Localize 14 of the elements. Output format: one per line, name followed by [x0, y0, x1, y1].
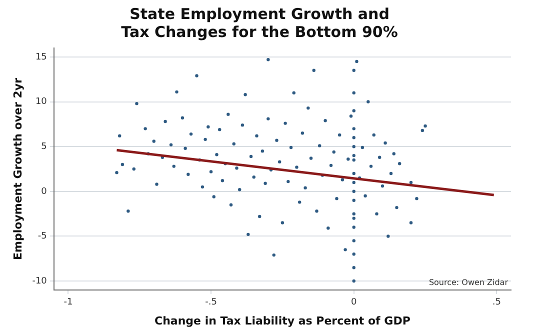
- x-axis-title: Change in Tax Liability as Percent of GDP: [154, 314, 410, 328]
- y-tick-label: 5: [41, 142, 47, 152]
- y-axis-title: Employment Growth over 2yr: [11, 77, 24, 260]
- x-tick-label: -1: [64, 298, 73, 308]
- chart-title: State Employment Growth and Tax Changes for the Bottom 90%: [121, 4, 398, 41]
- y-tick-label: 10: [35, 97, 48, 108]
- y-tick-label: -10: [32, 276, 48, 286]
- y-tick-label: 15: [35, 52, 47, 62]
- x-tick-label: -.5: [205, 298, 217, 308]
- x-tick-label: 0: [351, 298, 358, 308]
- y-tick-label: 0: [41, 186, 48, 197]
- annotation: Source: Owen Zidar: [428, 278, 509, 288]
- x-tick-label: .5: [492, 298, 502, 308]
- y-tick-label: -5: [38, 232, 47, 242]
